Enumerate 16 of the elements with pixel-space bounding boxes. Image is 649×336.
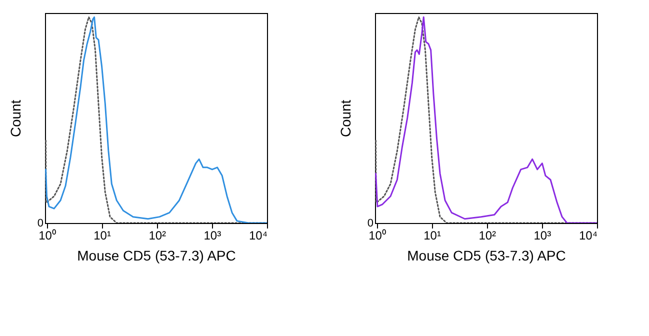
x-tick-label: 10⁴ bbox=[578, 228, 598, 242]
x-tick-label: 10³ bbox=[534, 228, 552, 242]
x-tick-label: 10³ bbox=[204, 228, 222, 242]
text: 0 bbox=[37, 218, 44, 230]
x-tick-label: 10² bbox=[148, 228, 166, 242]
x-tick-label: 10¹ bbox=[424, 228, 441, 242]
x-tick-label: 10² bbox=[478, 228, 496, 242]
x-tick-label: 10¹ bbox=[94, 228, 111, 242]
x-tick-label: 10⁰ bbox=[38, 228, 56, 242]
x-tick-label: 10⁰ bbox=[368, 228, 386, 242]
y-axis-title: Count bbox=[7, 100, 24, 138]
text: 0 bbox=[367, 218, 374, 230]
x-axis-title: Mouse CD5 (53-7.3) APC bbox=[407, 248, 566, 264]
x-axis-title: Mouse CD5 (53-7.3) APC bbox=[77, 248, 236, 264]
y-axis-title: Count bbox=[337, 100, 354, 138]
x-tick-label: 10⁴ bbox=[248, 228, 268, 242]
